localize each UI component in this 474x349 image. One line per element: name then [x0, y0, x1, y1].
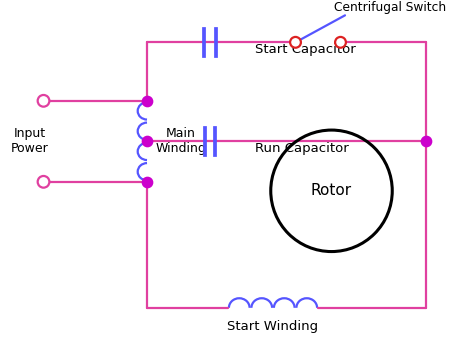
Text: Run Capacitor: Run Capacitor [255, 142, 349, 155]
Text: Input
Power: Input Power [11, 127, 49, 155]
Circle shape [335, 37, 346, 48]
Circle shape [37, 176, 49, 188]
Point [143, 139, 151, 144]
Point [422, 139, 430, 144]
Point [143, 98, 151, 104]
Point [143, 179, 151, 185]
Text: Rotor: Rotor [311, 183, 352, 198]
Text: Centrifugal Switch: Centrifugal Switch [334, 1, 446, 14]
Text: Start Capacitor: Start Capacitor [255, 43, 356, 55]
Text: Start Winding: Start Winding [228, 320, 319, 333]
Circle shape [37, 95, 49, 107]
Circle shape [290, 37, 301, 48]
Text: Main
Winding: Main Winding [155, 127, 206, 155]
